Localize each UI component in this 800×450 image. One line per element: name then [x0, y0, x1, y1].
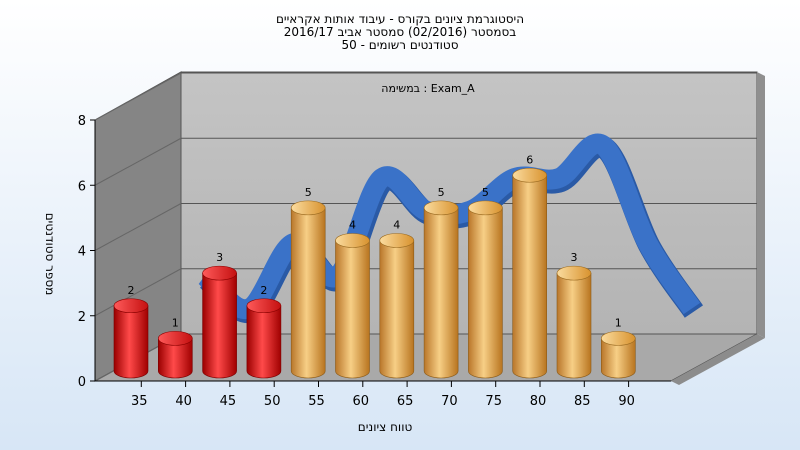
bar-top-80	[512, 167, 548, 183]
x-tick-label-45: 45	[220, 394, 237, 409]
y-tick-label-2: 2	[78, 310, 86, 325]
y-axis-ticks: 0 2 4 6 8	[78, 114, 95, 390]
x-axis-title: טווח ציונים	[358, 420, 413, 434]
chart-title-line-2: בסמסטר (02/2016) סמסטר אביב 2016/17	[284, 25, 516, 39]
bar-value-label-65: 4	[393, 219, 400, 232]
bar-body-35	[113, 305, 149, 379]
bar-85: 3	[556, 251, 592, 379]
bar-45: 3	[202, 251, 237, 379]
bar-65: 4	[379, 219, 415, 379]
x-tick-label-40: 40	[175, 394, 192, 409]
bar-value-label-80: 6	[526, 153, 533, 166]
bar-top-65	[379, 233, 415, 248]
bar-body-85	[556, 272, 592, 379]
bar-40: 1	[158, 316, 193, 379]
bar-value-label-75: 5	[482, 186, 489, 199]
bar-body-90	[601, 338, 636, 379]
bar-value-label-90: 1	[615, 316, 622, 329]
bar-body-70	[423, 207, 459, 379]
bar-35: 2	[113, 284, 149, 379]
floor-edge	[671, 334, 765, 385]
x-tick-label-70: 70	[441, 394, 458, 409]
y-tick-label-4: 4	[78, 245, 86, 260]
right-wall-edge	[757, 72, 765, 338]
bar-top-70	[423, 200, 459, 216]
bar-value-label-40: 1	[172, 316, 179, 329]
bar-value-label-45: 3	[216, 251, 223, 264]
bar-value-label-85: 3	[571, 251, 578, 264]
bar-top-50	[246, 298, 282, 314]
x-axis-ticks: 35 40 45 50 55 60 65 70 75 80 85 90	[131, 381, 635, 409]
bar-value-label-50: 2	[260, 284, 267, 297]
bar-70: 5	[423, 186, 459, 379]
bar-90: 1	[600, 316, 636, 379]
series-annotation: במשימה : Exam_A	[381, 82, 475, 95]
y-tick-label-0: 0	[78, 375, 86, 390]
y-axis-title: מספר סטודנטים	[43, 213, 57, 296]
bar-80: 6	[512, 153, 548, 379]
bar-body-55	[290, 207, 326, 379]
bar-top-75	[468, 200, 503, 216]
bar-body-80	[512, 174, 547, 379]
bars: 2 1 3 2 5 4 4 5 5 6 3 1	[113, 153, 636, 379]
gridline-left-8	[94, 72, 182, 121]
chart-title-line-3: סטודנטים רשומים - 50	[341, 38, 458, 52]
x-tick-label-50: 50	[264, 394, 281, 409]
x-tick-label-90: 90	[618, 394, 635, 409]
gridline-left-4	[94, 203, 182, 251]
bar-body-60	[335, 240, 370, 379]
x-tick-label-55: 55	[308, 394, 325, 409]
x-tick-label-65: 65	[397, 394, 414, 409]
gridline-left-2	[94, 268, 182, 317]
chart-title-line-1: היסטוגרמת ציונים בקורס - עיבוד אותות אקר…	[276, 12, 524, 26]
bar-55: 5	[290, 186, 326, 379]
bar-value-label-60: 4	[349, 219, 356, 232]
bar-value-label-70: 5	[438, 186, 445, 199]
x-tick-label-60: 60	[353, 394, 370, 409]
bar-body-65	[379, 240, 415, 379]
bar-top-90	[600, 331, 636, 346]
bar-top-55	[290, 200, 326, 216]
x-tick-label-75: 75	[485, 394, 502, 409]
bar-75: 5	[468, 186, 503, 379]
bar-top-85	[556, 265, 592, 281]
bar-body-40	[158, 338, 193, 379]
bar-60: 4	[335, 219, 370, 379]
x-tick-label-35: 35	[131, 394, 148, 409]
x-tick-label-85: 85	[574, 394, 591, 409]
bar-value-label-35: 2	[128, 284, 135, 297]
bar-top-35	[113, 298, 149, 314]
x-tick-label-80: 80	[530, 394, 547, 409]
bar-value-label-55: 5	[305, 186, 312, 199]
bar-body-45	[202, 272, 237, 379]
y-tick-label-6: 6	[78, 179, 86, 194]
bar-top-40	[158, 331, 193, 346]
bar-top-60	[335, 233, 370, 248]
bar-body-50	[246, 305, 282, 379]
bar-top-45	[202, 265, 237, 281]
y-tick-label-8: 8	[78, 114, 86, 129]
gridline-left-6	[94, 137, 182, 186]
bar-50: 2	[246, 284, 282, 379]
bar-body-75	[468, 207, 503, 379]
